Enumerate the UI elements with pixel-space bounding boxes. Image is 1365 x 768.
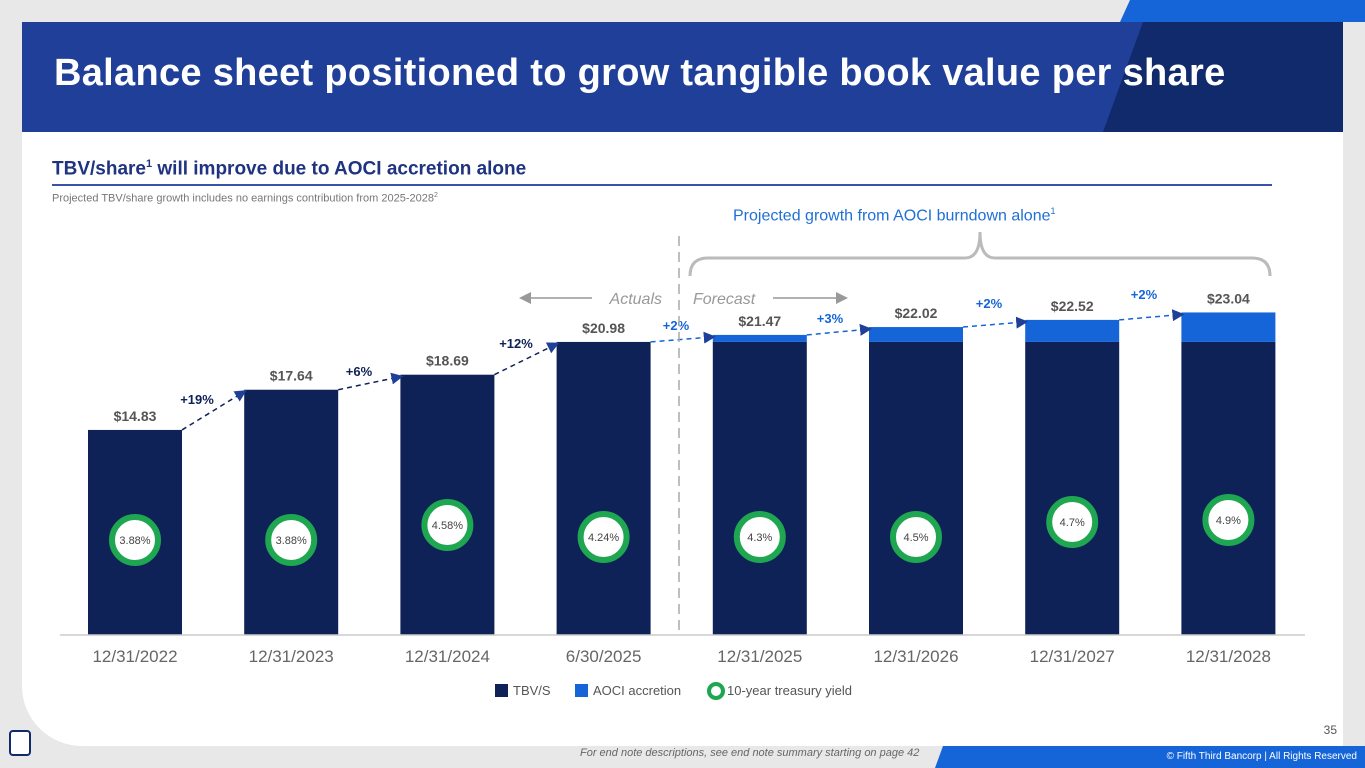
- page-number: 35: [1323, 723, 1337, 737]
- x-tick-label: 12/31/2024: [405, 647, 490, 666]
- yield-label: 3.88%: [119, 535, 150, 547]
- bar-tbvs: [869, 341, 963, 635]
- yield-label: 3.88%: [276, 535, 307, 547]
- x-tick-label: 12/31/2026: [873, 647, 958, 666]
- title-bar: Balance sheet positioned to grow tangibl…: [22, 22, 1343, 132]
- bar-aoci: [869, 327, 963, 342]
- legend-swatch-aoci: [575, 684, 588, 697]
- growth-label: +2%: [1131, 287, 1158, 302]
- growth-arrow: [806, 323, 872, 336]
- total-label: $22.02: [895, 305, 938, 321]
- forecast-brace: [688, 231, 1272, 277]
- total-label: $14.83: [114, 408, 157, 424]
- footer-band: [935, 746, 1365, 768]
- yield-circle: [890, 511, 942, 563]
- bar-tbvs: [1025, 341, 1120, 635]
- heading-text-rest: will improve due to AOCI accretion alone: [152, 158, 527, 180]
- x-tick-label: 12/31/2022: [92, 647, 177, 666]
- growth-label: +6%: [346, 364, 373, 379]
- growth-arrow: [1119, 309, 1185, 322]
- yield-label: 4.7%: [1060, 517, 1085, 529]
- total-label: $22.52: [1051, 298, 1094, 314]
- total-label: $23.04: [1207, 290, 1250, 306]
- x-tick-label: 12/31/2023: [249, 647, 334, 666]
- legend-label: TBV/S: [513, 683, 551, 698]
- heading-text: TBV/share: [52, 158, 146, 180]
- footnote-ref: 1: [1050, 206, 1056, 216]
- yield-circle: [421, 499, 474, 551]
- bar-tbvs: [244, 389, 339, 635]
- x-tick-label: 12/31/2025: [717, 647, 802, 666]
- yield-circle: [109, 514, 161, 566]
- yield-circle: [577, 511, 630, 563]
- section-heading: TBV/share1 will improve due to AOCI accr…: [52, 158, 526, 180]
- growth-arrow: [338, 372, 404, 391]
- x-tick-label: 12/31/2027: [1030, 647, 1115, 666]
- bar-tbvs: [1181, 341, 1276, 635]
- x-tick-label: 6/30/2025: [566, 647, 642, 666]
- growth-arrow: [650, 331, 716, 344]
- legend-swatch-yield: [707, 682, 725, 700]
- growth-arrow: [181, 390, 247, 431]
- growth-label: +3%: [817, 311, 844, 326]
- total-label: $17.64: [270, 368, 313, 384]
- note-text: Projected TBV/share growth includes no e…: [52, 192, 434, 205]
- yield-circle: [1046, 496, 1099, 548]
- yield-circle: [733, 511, 786, 563]
- fifth-third-logo: [9, 730, 31, 756]
- bar-aoci: [1025, 319, 1120, 342]
- section-note: Projected TBV/share growth includes no e…: [52, 192, 438, 205]
- bar-tbvs: [712, 341, 807, 635]
- endnote-text: For end note descriptions, see end note …: [580, 747, 920, 759]
- total-label: $20.98: [582, 320, 625, 336]
- bar-aoci: [712, 334, 807, 342]
- growth-arrow: [494, 342, 560, 376]
- projected-growth-label: Projected growth from AOCI burndown alon…: [733, 206, 1056, 225]
- legend-swatch-tbvs: [495, 684, 508, 697]
- footnote-ref: 1: [145, 158, 153, 170]
- heading-rule: [52, 184, 1272, 186]
- bar-aoci: [1181, 312, 1276, 342]
- growth-label: +19%: [180, 392, 214, 407]
- growth-label: +12%: [499, 336, 533, 351]
- yield-label: 4.58%: [432, 520, 463, 532]
- yield-circle: [265, 514, 318, 566]
- accent-stripe: [1120, 0, 1365, 22]
- title-bar-dark-corner: [1103, 22, 1343, 132]
- growth-label: +2%: [976, 296, 1003, 311]
- yield-label: 4.9%: [1216, 515, 1241, 527]
- total-label: $21.47: [738, 313, 781, 329]
- x-tick-label: 12/31/2028: [1186, 647, 1271, 666]
- copyright: © Fifth Third Bancorp | All Rights Reser…: [1166, 751, 1357, 762]
- total-label: $18.69: [426, 353, 469, 369]
- legend-label: 10-year treasury yield: [727, 683, 852, 698]
- yield-label: 4.3%: [747, 532, 772, 544]
- yield-circle: [1202, 494, 1255, 546]
- bar-tbvs: [556, 341, 651, 635]
- footnote-ref: 2: [433, 192, 438, 199]
- projected-text: Projected growth from AOCI burndown alon…: [733, 207, 1051, 225]
- page-title: Balance sheet positioned to grow tangibl…: [54, 52, 1226, 94]
- growth-label: +2%: [663, 318, 690, 333]
- growth-arrow: [962, 316, 1029, 329]
- yield-label: 4.24%: [588, 532, 619, 544]
- yield-label: 4.5%: [903, 532, 928, 544]
- content-panel: [22, 22, 1343, 746]
- legend-label: AOCI accretion: [593, 683, 681, 698]
- forecast-label: Forecast: [693, 291, 756, 308]
- actuals-label: Actuals: [609, 291, 662, 308]
